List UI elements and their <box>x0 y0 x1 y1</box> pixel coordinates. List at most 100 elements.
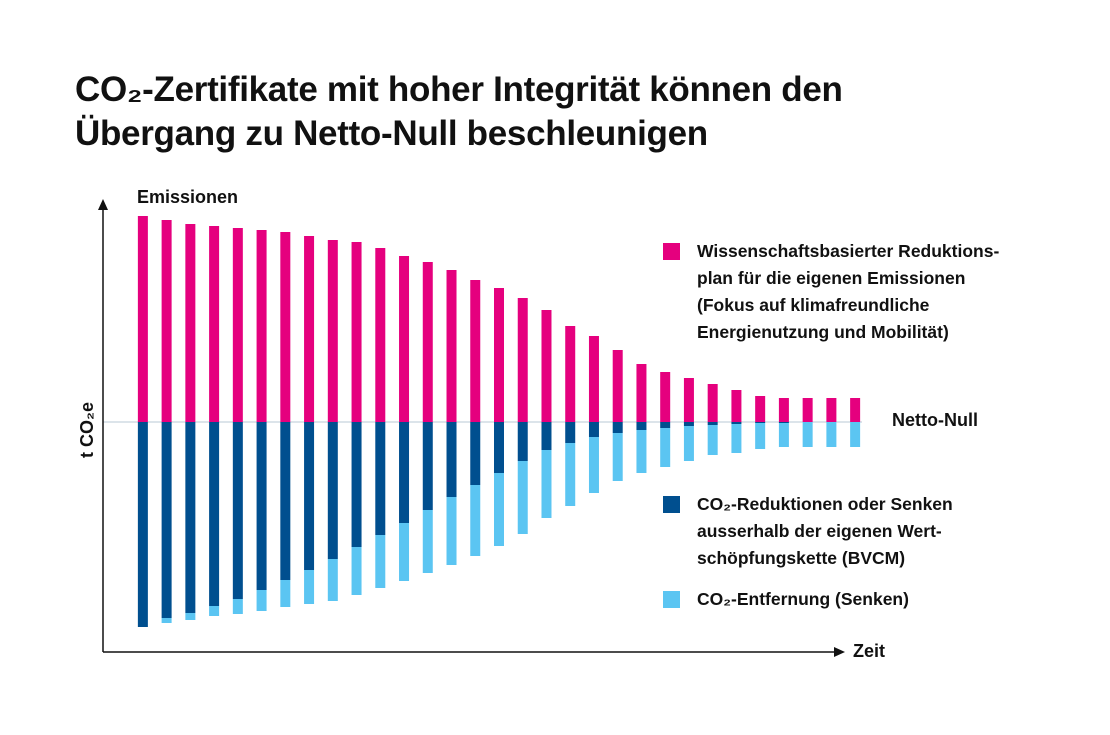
bar <box>683 378 694 422</box>
bar <box>185 422 196 613</box>
bar <box>422 422 433 510</box>
bar <box>351 242 362 422</box>
bar <box>826 422 837 447</box>
bar <box>802 398 813 422</box>
bar <box>517 461 528 534</box>
bar <box>660 422 671 428</box>
bar <box>494 473 504 546</box>
bar <box>707 422 718 425</box>
bar <box>755 396 766 422</box>
legend-swatch <box>663 591 680 608</box>
bar <box>755 423 766 449</box>
bar <box>351 422 362 547</box>
bar <box>232 228 243 422</box>
bar <box>850 422 861 447</box>
bar <box>399 256 410 422</box>
bar <box>280 580 291 607</box>
bar <box>399 523 410 581</box>
bar <box>494 288 504 422</box>
chart-title: CO₂-Zertifikate mit hoher Integrität kön… <box>75 70 843 153</box>
bar <box>256 422 267 590</box>
legend-label: CO₂-Entfernung (Senken) <box>697 589 909 609</box>
legend-swatch <box>663 496 680 513</box>
bar <box>778 422 789 423</box>
bar <box>731 424 742 453</box>
y-axis-label: t CO₂e <box>77 402 97 458</box>
annotation: Netto-Null <box>892 410 978 430</box>
bar <box>636 422 647 430</box>
bar <box>209 226 220 422</box>
x-arrow <box>834 647 845 657</box>
bar <box>446 270 457 422</box>
bar <box>232 599 243 614</box>
bar <box>850 398 861 422</box>
bar <box>280 232 291 422</box>
bar <box>517 422 528 461</box>
bar <box>707 425 718 455</box>
bar <box>137 216 148 422</box>
bar <box>209 422 220 606</box>
bar <box>612 433 623 481</box>
bar <box>565 422 576 443</box>
bar <box>707 384 718 422</box>
bar <box>137 422 148 627</box>
bar <box>588 422 599 437</box>
bar <box>612 350 623 422</box>
legend-label: Wissenschaftsbasierter Reduktions- plan … <box>697 241 1000 342</box>
bar <box>541 310 552 422</box>
bar <box>375 248 386 422</box>
bar <box>826 398 837 422</box>
bar <box>517 298 528 422</box>
bar <box>470 280 481 422</box>
bar <box>778 423 789 447</box>
bar <box>778 398 789 422</box>
bar <box>256 230 267 422</box>
bar <box>683 426 694 461</box>
bar <box>375 422 386 535</box>
legend-swatch <box>663 243 680 260</box>
bar <box>494 422 504 473</box>
bar <box>304 236 315 422</box>
bar <box>161 618 172 623</box>
bar <box>565 443 576 506</box>
bar <box>683 422 694 426</box>
bar <box>375 535 386 588</box>
bar <box>304 570 315 604</box>
bar <box>541 450 552 518</box>
bar <box>422 510 433 573</box>
bar <box>209 606 220 616</box>
bar <box>351 547 362 595</box>
bar <box>731 390 742 422</box>
bar <box>446 422 457 497</box>
bar <box>731 422 742 424</box>
bar <box>256 590 267 611</box>
bar <box>232 422 243 599</box>
bar <box>636 364 647 422</box>
bar <box>470 422 481 485</box>
bar <box>185 224 196 422</box>
bar <box>588 437 599 493</box>
bar <box>446 497 457 565</box>
bar <box>660 428 671 467</box>
bar <box>565 326 576 422</box>
bar <box>327 559 338 601</box>
bar <box>802 422 813 447</box>
annotation: Emissionen <box>137 187 238 207</box>
bar <box>304 422 315 570</box>
bar <box>541 422 552 450</box>
bar <box>280 422 291 580</box>
bar <box>161 220 172 422</box>
x-axis-label: Zeit <box>853 641 885 661</box>
bar <box>755 422 766 423</box>
bar <box>612 422 623 433</box>
bar <box>422 262 433 422</box>
bar <box>660 372 671 422</box>
bar <box>161 422 172 618</box>
bar <box>636 430 647 473</box>
bar <box>185 613 196 620</box>
bar <box>588 336 599 422</box>
y-arrow <box>98 199 108 210</box>
bar <box>470 485 481 556</box>
